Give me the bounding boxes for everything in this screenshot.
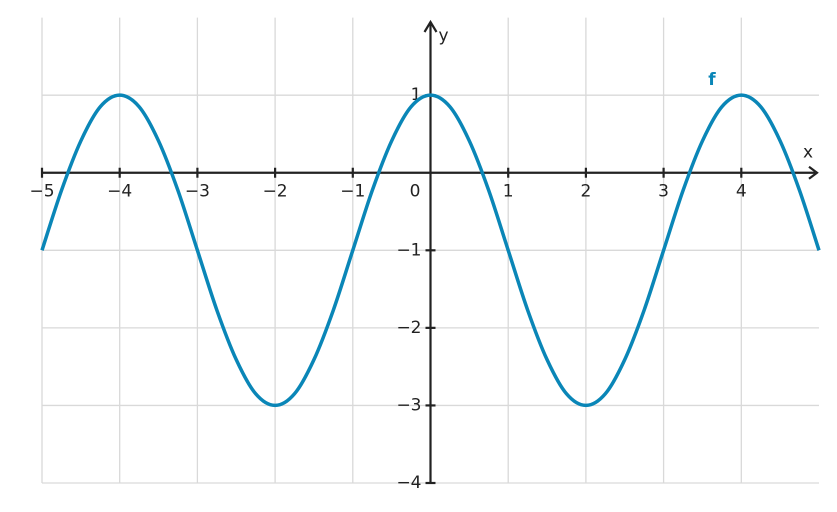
- x-tick-label: −4: [107, 182, 132, 202]
- x-tick-label: −2: [263, 182, 288, 202]
- x-tick-label: 1: [503, 182, 514, 202]
- y-tick-label: −3: [396, 395, 421, 415]
- x-axis-label: x: [803, 143, 813, 163]
- x-tick-label: 4: [736, 182, 747, 202]
- x-tick-label: −3: [185, 182, 210, 202]
- x-tick-label: 2: [580, 182, 591, 202]
- curve-label: f: [708, 70, 716, 90]
- x-tick-label: −1: [340, 182, 365, 202]
- x-tick-label: 0: [410, 182, 421, 202]
- x-tick-label: −5: [29, 182, 54, 202]
- y-tick-label: −4: [396, 473, 421, 493]
- y-axis-label: y: [439, 26, 449, 46]
- function-curve: [40, 93, 821, 408]
- y-tick-label: −2: [396, 318, 421, 338]
- y-tick-label: 1: [411, 85, 422, 105]
- x-tick-label: 3: [658, 182, 669, 202]
- y-tick-label: −1: [396, 240, 421, 260]
- x-axis-arrow: [808, 165, 819, 180]
- y-axis-arrow: [423, 19, 438, 33]
